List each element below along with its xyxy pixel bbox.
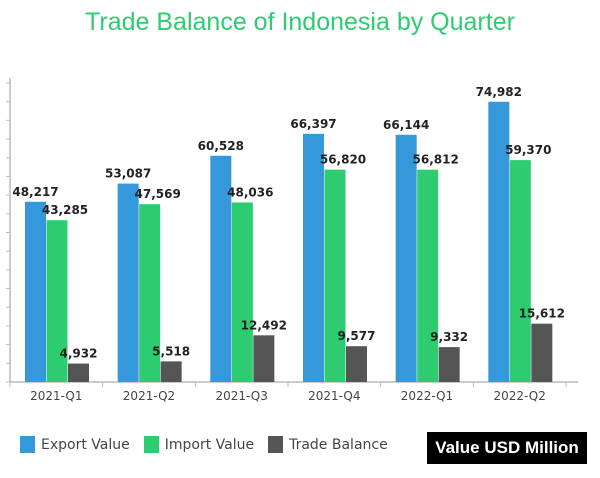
legend-label: Import Value (164, 436, 255, 453)
legend-item-import[interactable]: Import Value (143, 436, 255, 453)
data-label: 5,518 (152, 344, 190, 358)
data-label: 59,370 (505, 143, 551, 157)
bar-trade-balance (68, 363, 89, 382)
x-tick-label: 2022-Q2 (493, 389, 545, 403)
chart-title: Trade Balance of Indonesia by Quarter (85, 8, 515, 36)
data-label: 43,285 (42, 203, 88, 217)
data-label: 74,982 (476, 85, 522, 99)
legend-item-export[interactable]: Export Value (20, 436, 130, 453)
legend-item-balance[interactable]: Trade Balance (268, 436, 388, 453)
data-label: 4,932 (60, 347, 98, 361)
legend-label: Export Value (41, 436, 130, 453)
data-label: 9,332 (430, 330, 468, 344)
legend-swatch-import (143, 436, 159, 453)
legend: Export Value Import Value Trade Balance (20, 436, 402, 453)
data-label: 53,087 (105, 167, 151, 181)
bar-export-value (488, 101, 510, 383)
bar-export-value (117, 183, 139, 382)
data-label: 48,036 (227, 185, 273, 199)
bar-trade-balance (160, 361, 182, 382)
bar-import-value (46, 220, 68, 382)
x-tick-label: 2021-Q1 (30, 389, 82, 403)
data-label: 56,812 (413, 153, 459, 167)
data-label: 48,217 (12, 185, 58, 199)
data-label: 9,577 (338, 329, 376, 343)
bar-export-value (210, 155, 232, 382)
x-tick-label: 2021-Q2 (123, 389, 175, 403)
bar-trade-balance (438, 347, 460, 382)
bar-import-value (231, 202, 253, 382)
bar-trade-balance (346, 346, 367, 382)
data-label: 66,397 (290, 117, 336, 131)
data-label: 66,144 (383, 118, 429, 132)
bar-export-value (25, 201, 46, 382)
x-tick-label: 2021-Q3 (215, 389, 267, 403)
bar-export-value (303, 133, 324, 382)
data-label: 12,492 (241, 318, 287, 332)
data-label: 15,612 (519, 307, 565, 321)
data-label: 47,569 (135, 187, 181, 201)
x-tick-label: 2021-Q4 (308, 389, 360, 403)
bar-trade-balance (531, 323, 553, 382)
data-label: 60,528 (198, 139, 244, 153)
unit-label: Value USD Million (427, 432, 587, 464)
bar-export-value (395, 134, 417, 382)
bar-import-value (324, 169, 346, 382)
legend-swatch-balance (268, 436, 284, 453)
x-tick-label: 2022-Q1 (401, 389, 453, 403)
bar-trade-balance (253, 335, 275, 382)
bar-import-value (417, 169, 439, 382)
legend-swatch-export (20, 436, 35, 453)
bar-import-value (139, 204, 161, 382)
bar-import-value (509, 160, 531, 382)
legend-label: Trade Balance (289, 436, 388, 453)
data-label: 56,820 (320, 153, 366, 167)
